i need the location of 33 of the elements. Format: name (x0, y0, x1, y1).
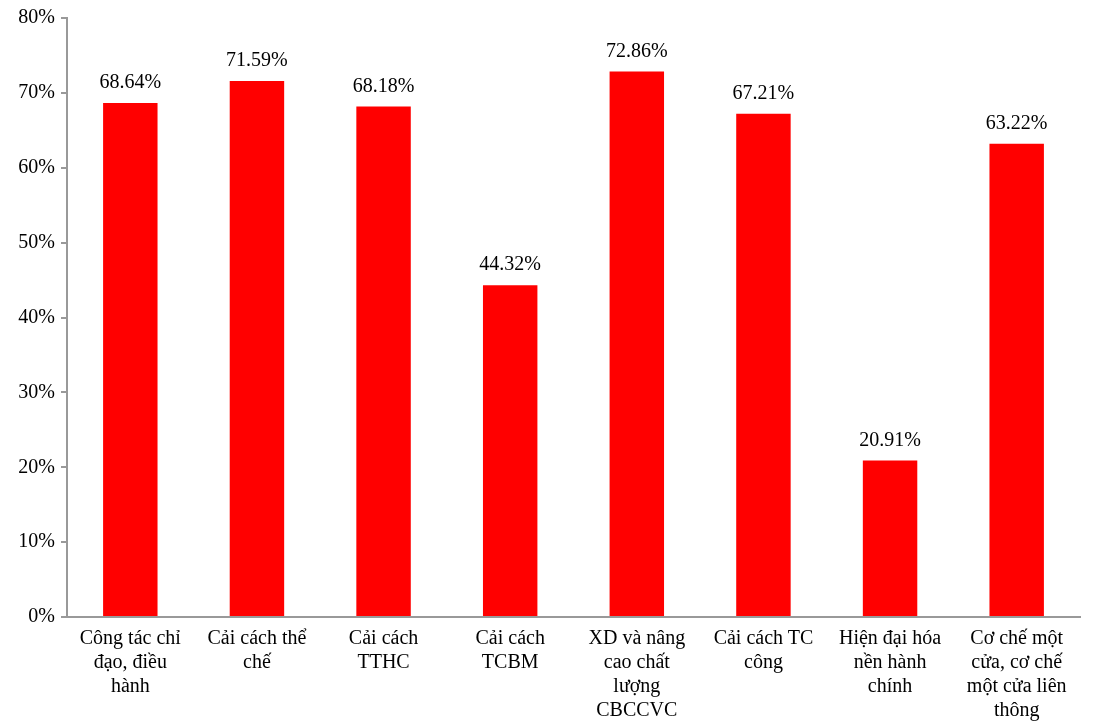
bar (736, 113, 791, 616)
y-tick-label: 80% (18, 5, 55, 28)
data-label: 63.22% (985, 110, 1048, 133)
y-tick-label: 10% (18, 529, 55, 552)
x-tick-label: Cải cách TCBM (475, 626, 545, 673)
y-tick-label: 40% (18, 304, 55, 327)
x-tick-label: Cơ chế một cửa, cơ chế một cửa liên thông (966, 626, 1067, 722)
data-label: 20.91% (859, 427, 921, 450)
bar (482, 285, 538, 616)
x-tick-label: Hiện đại hóa nền hành chính (838, 626, 942, 697)
y-tick-label: 70% (18, 80, 55, 103)
y-tick-label: 50% (18, 229, 55, 252)
data-label: 68.18% (352, 73, 415, 96)
y-tick-label: 20% (18, 454, 55, 477)
y-tick-label: 0% (28, 604, 55, 627)
data-label: 67.21% (732, 81, 795, 104)
bar (229, 80, 285, 616)
x-tick-label: Cải cách TTHC (348, 626, 419, 673)
x-tick-label: Cải cách TC công (713, 626, 814, 674)
bar (356, 106, 411, 616)
y-tick-label: 60% (18, 155, 55, 177)
data-label: 71.59% (226, 48, 288, 71)
bar (862, 460, 918, 616)
x-tick-label: Công tác chỉ đạo, điều hành (79, 626, 182, 697)
y-tick-label: 30% (18, 379, 55, 402)
data-label: 68.64% (99, 70, 162, 93)
bar (609, 71, 665, 616)
x-tick-label: XD và nâng cao chất lượng CBCCVC (588, 626, 686, 721)
data-label: 44.32% (479, 252, 542, 275)
x-tick-label: Cải cách thể chế (207, 626, 307, 673)
bar (989, 143, 1044, 616)
bar (103, 103, 158, 616)
data-label: 72.86% (605, 38, 668, 61)
